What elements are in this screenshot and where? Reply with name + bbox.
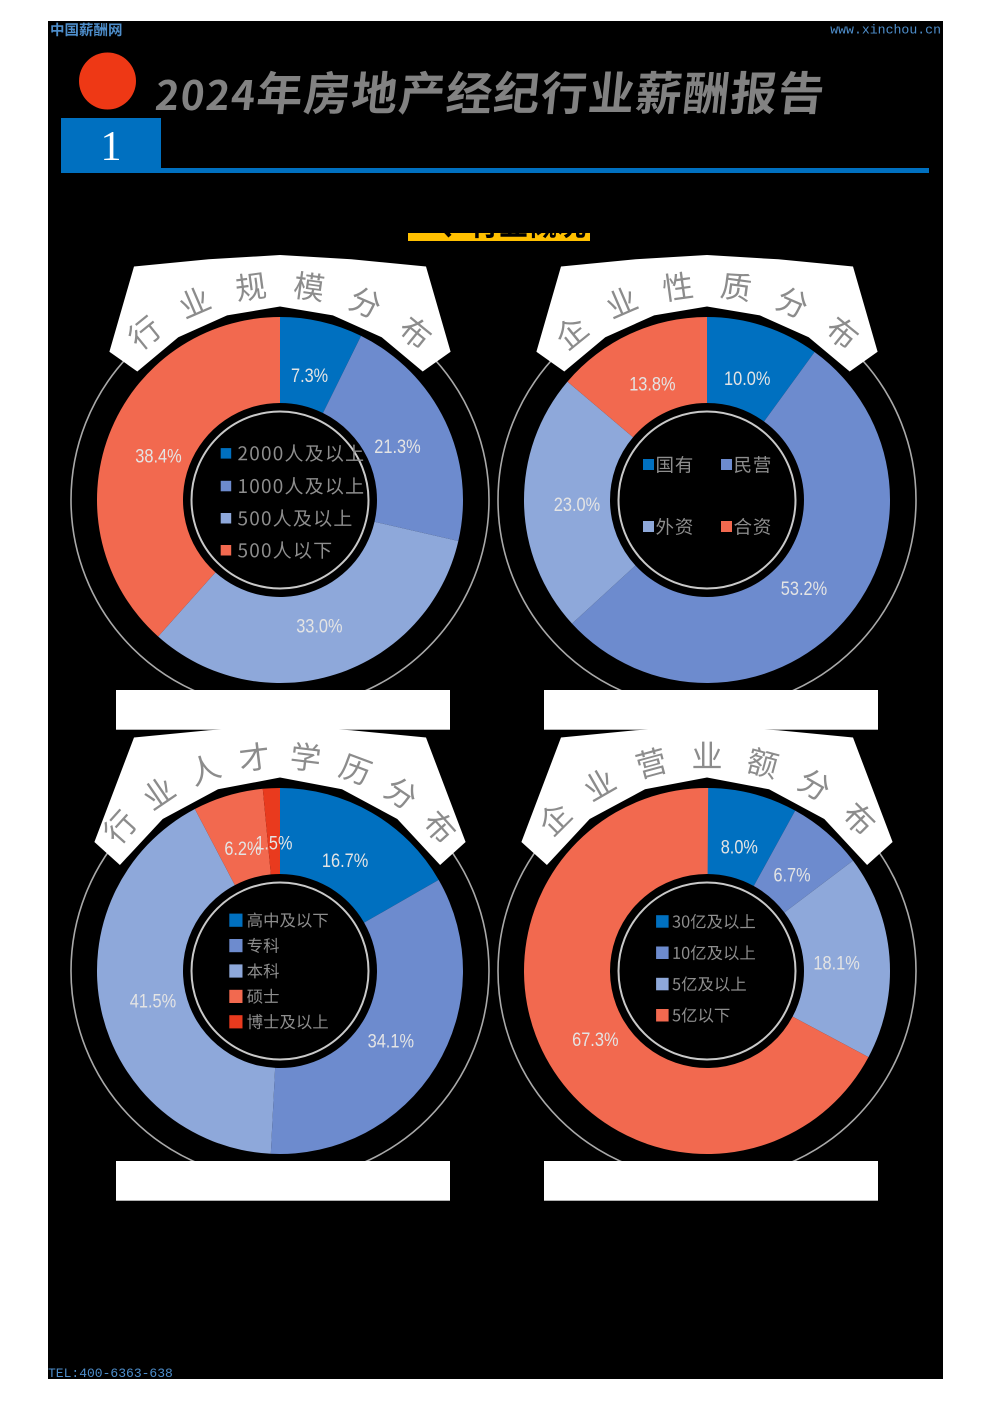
svg-text:53.2%: 53.2% — [781, 578, 827, 600]
svg-text:www.xinchou.cn: www.xinchou.cn — [830, 23, 941, 38]
svg-text:23.0%: 23.0% — [554, 494, 600, 516]
svg-text:7.3%: 7.3% — [291, 365, 328, 387]
svg-text:33.0%: 33.0% — [296, 616, 342, 638]
svg-text:1: 1 — [101, 124, 122, 170]
svg-text:16.7%: 16.7% — [322, 850, 368, 872]
svg-text:21.3%: 21.3% — [374, 436, 420, 458]
svg-text:TEL:400-6363-638: TEL:400-6363-638 — [48, 1366, 173, 1381]
svg-text:6.2%: 6.2% — [224, 838, 261, 860]
svg-text:13.8%: 13.8% — [629, 374, 675, 396]
svg-text:38.4%: 38.4% — [135, 445, 181, 467]
svg-text:67.3%: 67.3% — [572, 1029, 618, 1051]
svg-text:8.0%: 8.0% — [721, 837, 758, 859]
svg-text:1.5%: 1.5% — [255, 833, 292, 855]
svg-text:34.1%: 34.1% — [368, 1031, 414, 1053]
svg-text:18.1%: 18.1% — [813, 952, 859, 974]
svg-text:41.5%: 41.5% — [130, 991, 176, 1013]
svg-text:10.0%: 10.0% — [724, 368, 770, 390]
svg-text:6.7%: 6.7% — [773, 864, 810, 886]
